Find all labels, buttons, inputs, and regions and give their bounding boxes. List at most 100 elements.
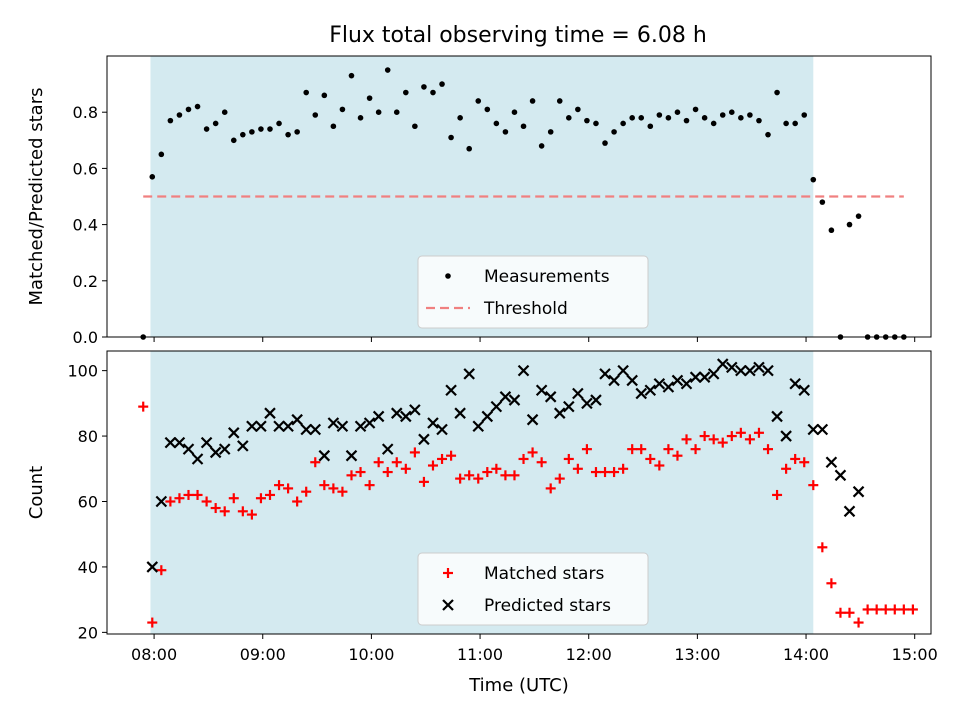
measurement-point [249,129,255,135]
matched-star-point [627,444,638,455]
matched-star-point [563,453,574,464]
matched-star-point [201,496,212,507]
predicted-star-point [336,420,349,433]
legend-label: Threshold [483,299,568,319]
measurement-point [366,95,373,101]
legend-label: Measurements [484,267,610,287]
predicted-star-point [689,371,702,383]
measurement-point [430,89,436,96]
legend-x-swatch [442,599,454,611]
y-tick-label: 0.6 [73,159,98,178]
measurement-point [774,89,780,96]
predicted-star-point [807,423,820,436]
predicted-star-point [309,423,322,436]
measurement-point [158,151,165,158]
measurement-point [375,109,382,115]
predicted-star-point [753,361,765,374]
matched-star-point [274,480,285,491]
matched-star-point [255,493,266,504]
measurement-point [294,129,300,135]
matched-star-point [753,427,764,438]
measurement-point [683,117,690,124]
predicted-star-point [572,387,584,400]
measurement-point [701,115,708,121]
predicted-star-point [409,404,421,416]
measurement-point [674,109,681,115]
measurement-point [765,131,771,138]
matched-star-point [790,453,801,464]
predicted-star-point [372,410,385,423]
matched-star-point [210,503,221,514]
matched-star-point [328,483,339,494]
count-panel: 20 40 60 80 100 08:00 09:00 10:00 11:00 12:00 13:… [26,350,938,696]
matched-star-point [246,509,257,520]
matched-star-point [708,434,719,445]
x-tick-label: 08:00 [131,645,177,664]
matched-star-point [672,450,683,461]
measurement-point [176,112,183,118]
predicted-star-point [282,420,294,433]
predicted-star-point [671,374,684,387]
matched-star-point [717,437,728,448]
matched-star-point [437,453,448,464]
matched-star-point [301,486,312,497]
matched-star-point [165,496,176,507]
legend-dot-swatch [445,273,451,279]
predicted-star-point [146,561,159,573]
count-axes-frame [106,350,932,635]
matched-star-point [464,470,475,481]
matched-star-point [799,457,810,468]
measurement-point [267,126,273,132]
predicted-star-point [834,469,847,482]
ratio-axes-frame [106,55,932,338]
matched-star-point [609,467,620,478]
predicted-star-point [445,384,457,397]
matched-star-point [726,431,737,442]
predicted-star-point [535,384,548,397]
measurement-point [475,98,482,104]
predicted-star-point [463,368,475,380]
measurement-point [321,92,328,99]
measurement-point [647,123,654,130]
predicted-star-point [472,420,485,433]
predicted-star-point [526,413,539,426]
predicted-star-point [191,453,204,465]
measurement-point [276,120,282,127]
predicted-star-point [481,410,494,423]
matched-star-point [781,463,792,474]
measurement-point [566,115,572,121]
matched-star-point [264,489,275,500]
measurement-point [511,109,518,115]
measurement-point [529,98,536,104]
measurement-point [493,120,500,127]
ratio-legend: Measurements Threshold [417,255,649,329]
predicted-star-point [644,384,657,397]
matched-star-point [654,460,665,471]
matched-star-point [808,480,819,491]
legend-box [417,552,649,626]
predicted-star-point [381,443,394,455]
matched-star-point [183,489,194,500]
predicted-star-point [173,436,186,449]
measurement-point [149,174,156,180]
matched-star-point [826,578,837,589]
predicted-star-point [490,400,503,413]
measurement-point [212,120,219,127]
predicted-star-point [436,423,448,436]
measurement-point [384,67,391,73]
predicted-star-point [599,368,611,380]
matched-star-point [482,467,493,478]
matched-star-point [880,604,891,615]
predicted-star-point [662,381,675,393]
predicted-star-point [255,420,267,433]
matched-star-point [645,453,656,464]
measurement-point [584,117,590,124]
matched-star-point [744,434,755,445]
time-x-axis-label: Time (UTC) [468,675,569,696]
y-tick-label: 80 [78,427,98,446]
matched-star-point [663,444,674,455]
matched-star-point [228,493,239,504]
x-tick-label: 11:00 [457,645,503,664]
predicted-star-point [762,364,774,377]
